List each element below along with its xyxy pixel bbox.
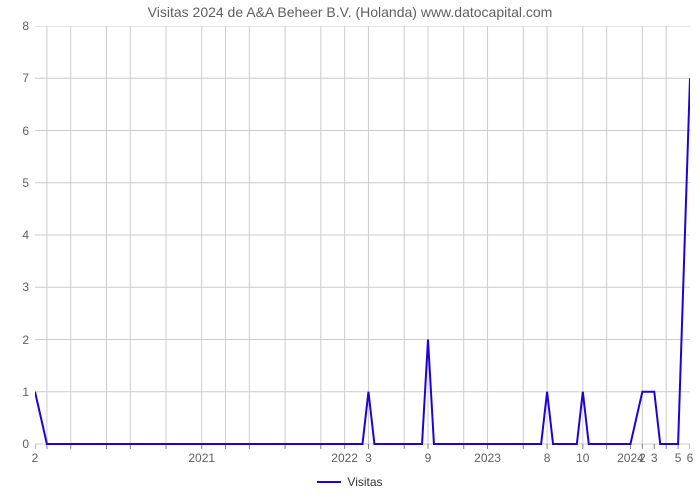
x-tick-label: 2023 [474, 451, 501, 465]
y-tick-label: 0 [22, 437, 29, 451]
x-tick-label: 5 [675, 451, 682, 465]
x-tick-label: 2022 [331, 451, 358, 465]
y-tick-label: 6 [22, 124, 29, 138]
y-tick-label: 2 [22, 333, 29, 347]
x-tick-label: 2021 [188, 451, 215, 465]
legend-label: Visitas [347, 475, 382, 489]
chart-plot [35, 26, 690, 452]
y-tick-label: 3 [22, 280, 29, 294]
x-tick-label: 2 [32, 451, 39, 465]
x-tick-label: 8 [544, 451, 551, 465]
chart-legend: Visitas [0, 474, 700, 489]
chart-container: Visitas 2024 de A&A Beheer B.V. (Holanda… [0, 0, 700, 500]
y-tick-label: 1 [22, 385, 29, 399]
x-tick-label: 10 [576, 451, 589, 465]
y-tick-label: 5 [22, 176, 29, 190]
chart-title: Visitas 2024 de A&A Beheer B.V. (Holanda… [0, 4, 700, 20]
x-tick-label: 6 [687, 451, 694, 465]
legend-swatch [317, 481, 341, 483]
x-tick-label: 9 [425, 451, 432, 465]
x-tick-label: 3 [651, 451, 658, 465]
y-tick-label: 8 [22, 19, 29, 33]
y-tick-label: 7 [22, 71, 29, 85]
x-tick-label: 2 [639, 451, 646, 465]
x-tick-label: 3 [365, 451, 372, 465]
y-tick-label: 4 [22, 228, 29, 242]
